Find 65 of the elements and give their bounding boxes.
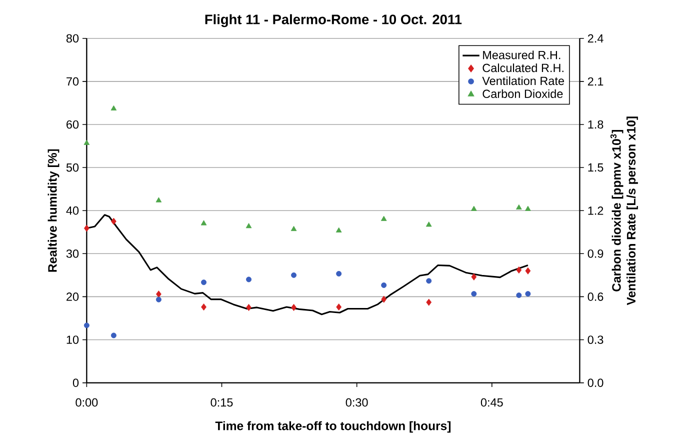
point: [426, 278, 432, 284]
point: [246, 276, 252, 282]
point: [110, 332, 116, 338]
point: [381, 282, 387, 288]
x-axis-title: Time from take-off to touchdown [hours]: [215, 421, 451, 433]
y2-tick-label: 1.8: [588, 120, 604, 129]
x-tick-label: 0:45: [480, 398, 503, 407]
point: [246, 223, 252, 228]
y-tick-label: 70: [66, 77, 79, 86]
point: [471, 291, 477, 297]
legend-label: Carbon Dioxide: [482, 89, 563, 98]
point: [516, 292, 522, 298]
point: [471, 206, 477, 212]
point: [380, 216, 387, 222]
point: [291, 272, 297, 278]
point: [84, 224, 90, 232]
x-tick-label: 0:15: [210, 398, 233, 407]
point: [525, 267, 531, 274]
y2-tick-label: 2.4: [588, 34, 604, 43]
point: [84, 140, 90, 146]
point: [290, 226, 297, 232]
y-tick-label: 30: [66, 250, 79, 258]
point: [426, 298, 432, 306]
y2-tick-label: 1.5: [588, 164, 604, 172]
point: [84, 322, 90, 328]
point: [426, 222, 432, 227]
point: [525, 206, 531, 212]
point: [471, 273, 477, 281]
y2-tick-label: 0.6: [588, 292, 604, 301]
point: [291, 304, 296, 312]
y-tick-label: 80: [66, 34, 79, 43]
legend-label: Ventilation Rate: [482, 76, 564, 86]
point: [156, 296, 162, 302]
point: [110, 105, 117, 111]
point: [156, 197, 162, 202]
y2-tick-label: 0.3: [588, 336, 604, 344]
y-tick-label: 20: [66, 292, 79, 301]
y2-tick-label: 0.9: [588, 250, 604, 258]
point: [156, 290, 162, 298]
y-tick-label: 10: [66, 336, 79, 344]
y2-tick-label: 0.0: [588, 378, 604, 388]
point: [200, 220, 207, 226]
point: [336, 304, 342, 311]
point: [201, 304, 206, 311]
y-tick-label: 50: [66, 163, 79, 172]
point: [201, 280, 207, 286]
y2-tick-label: 2.1: [588, 77, 604, 86]
legend-label: Measured R.H.: [483, 50, 560, 60]
point: [336, 227, 342, 233]
point: [111, 218, 116, 225]
point: [525, 291, 531, 297]
y2-tick-label: 1.2: [588, 206, 604, 215]
y-tick-label: 40: [66, 206, 79, 215]
chart-title: Flight 11 - Palermo-Rome - 10 Oct. 2011: [205, 14, 462, 28]
point: [336, 271, 342, 277]
point: [246, 304, 252, 312]
legend-label: Calculated R.H.: [482, 64, 564, 72]
x-tick-label: 0:30: [346, 398, 368, 407]
point: [516, 266, 522, 274]
y-tick-label: 60: [66, 120, 79, 129]
y-tick-label: 0: [72, 378, 79, 388]
point: [381, 296, 387, 303]
x-tick-label: 0:00: [76, 398, 98, 407]
point: [516, 204, 522, 210]
y-axis-title: Realtive humidity [%]: [48, 149, 60, 272]
